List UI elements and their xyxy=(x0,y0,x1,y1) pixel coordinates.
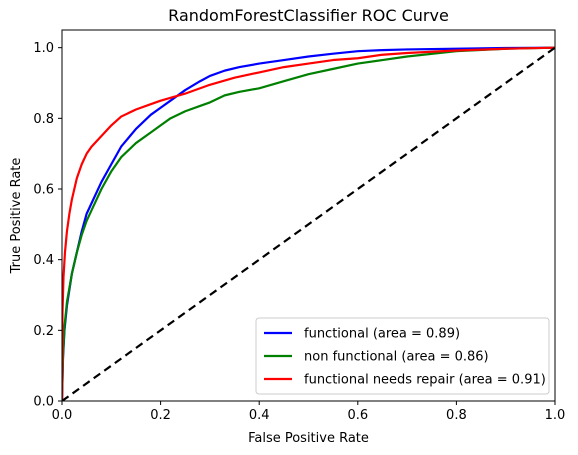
x-axis-ticks: 0.0 0.2 0.4 0.6 0.8 1.0 xyxy=(52,401,566,423)
x-tick-label: 1.0 xyxy=(545,408,566,423)
legend-box xyxy=(255,317,550,395)
legend: functional (area = 0.89) non functional (… xyxy=(255,317,550,395)
series-line-3 xyxy=(62,46,555,401)
plot-frame xyxy=(61,29,556,402)
x-tick-label: 0.0 xyxy=(52,408,73,423)
x-tick-label: 0.6 xyxy=(347,408,368,423)
y-tick-label: 0.6 xyxy=(33,183,54,198)
series-line-2 xyxy=(62,46,555,401)
y-tick-label: 0.0 xyxy=(33,395,54,410)
chart-title: RandomForestClassifier ROC Curve xyxy=(168,6,449,25)
y-axis-label: True Positive Rate xyxy=(9,158,24,275)
reference-diagonal-line xyxy=(62,46,555,401)
y-tick-label: 0.8 xyxy=(33,112,54,127)
y-tick-label: 0.2 xyxy=(33,324,54,339)
legend-label: functional (area = 0.89) xyxy=(304,327,460,342)
x-axis-label: False Positive Rate xyxy=(248,431,369,446)
x-tick-label: 0.2 xyxy=(150,408,171,423)
plot-area xyxy=(61,29,556,402)
x-tick-label: 0.8 xyxy=(446,408,467,423)
legend-label: non functional (area = 0.86) xyxy=(304,350,489,365)
y-axis-ticks: 0.0 0.2 0.4 0.6 0.8 1.0 xyxy=(33,41,62,410)
y-tick-label: 1.0 xyxy=(33,41,54,56)
x-tick-label: 0.4 xyxy=(249,408,270,423)
legend-label: functional needs repair (area = 0.91) xyxy=(304,373,546,388)
y-tick-label: 0.4 xyxy=(33,253,54,268)
